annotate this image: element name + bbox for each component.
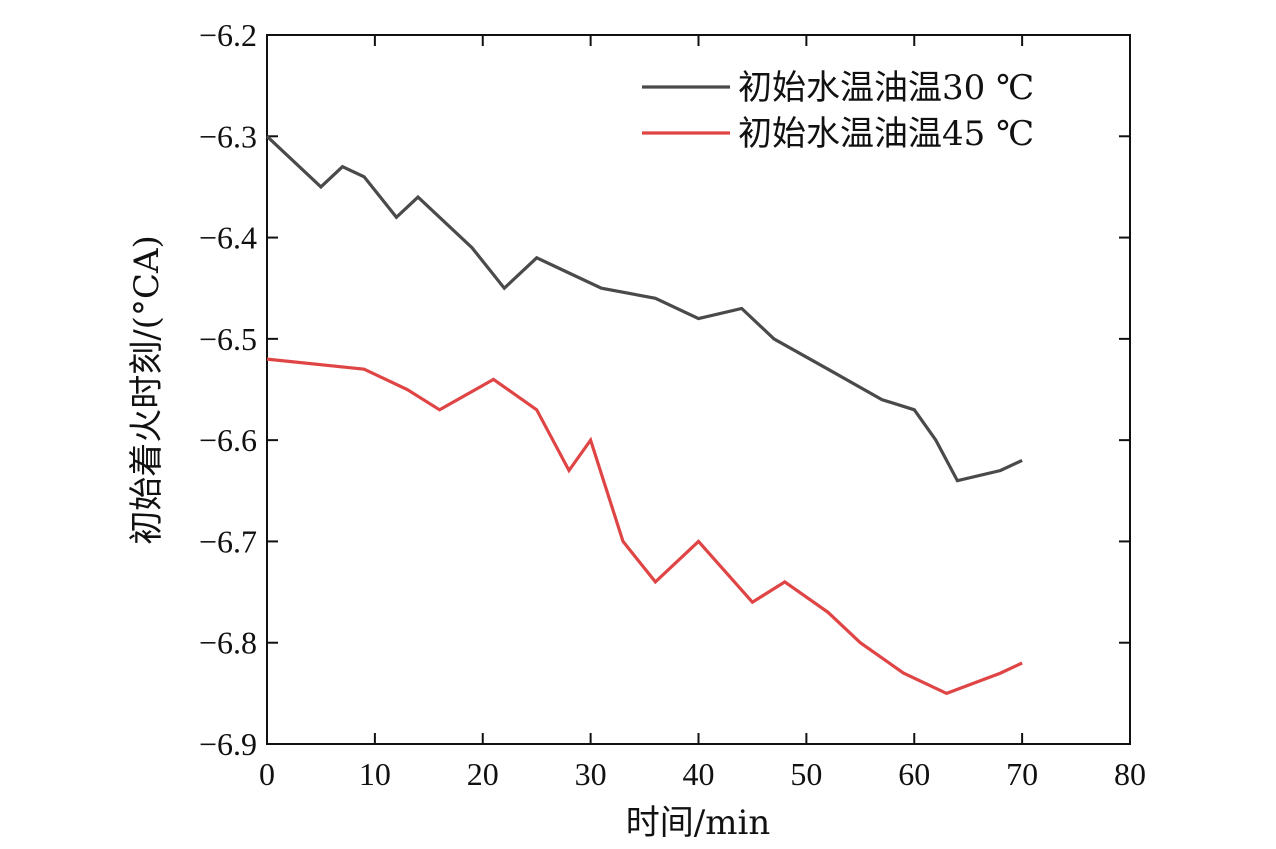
y-tick-label: −6.5 [199,321,257,357]
tick-group: 0 10 20 30 40 50 60 70 80 −6.2 −6.3 −6.4 −6.5 −6.6 −6.… [199,17,1146,792]
x-tick-label: 10 [359,756,391,792]
series-group [265,135,1023,696]
y-tick-label: −6.4 [199,220,257,256]
x-tick-label: 0 [259,756,275,792]
legend-label-2: 初始水温油温45 ℃ [738,114,1034,154]
y-tick-label: −6.6 [199,422,257,458]
legend: 初始水温油温30 ℃ 初始水温油温45 ℃ [642,68,1034,154]
y-tick-label: −6.3 [199,118,257,154]
x-tick-label: 80 [1114,756,1146,792]
x-tick-label: 50 [790,756,822,792]
x-axis-label: 时间/min [626,803,770,843]
x-tick-label: 70 [1006,756,1038,792]
y-axis-label: 初始着火时刻/(°CA) [127,235,167,545]
x-tick-label: 20 [467,756,499,792]
x-tick-label: 30 [575,756,607,792]
legend-label-1: 初始水温油温30 ℃ [738,68,1034,108]
series-line-2 [266,357,1023,696]
x-tick-label: 40 [683,756,715,792]
y-tick-label: −6.9 [199,726,257,762]
series-line-1 [265,135,1023,483]
y-tick-label: −6.8 [199,625,257,661]
y-tick-label: −6.2 [199,17,257,53]
y-tick-label: −6.7 [199,523,257,559]
x-tick-label: 60 [898,756,930,792]
